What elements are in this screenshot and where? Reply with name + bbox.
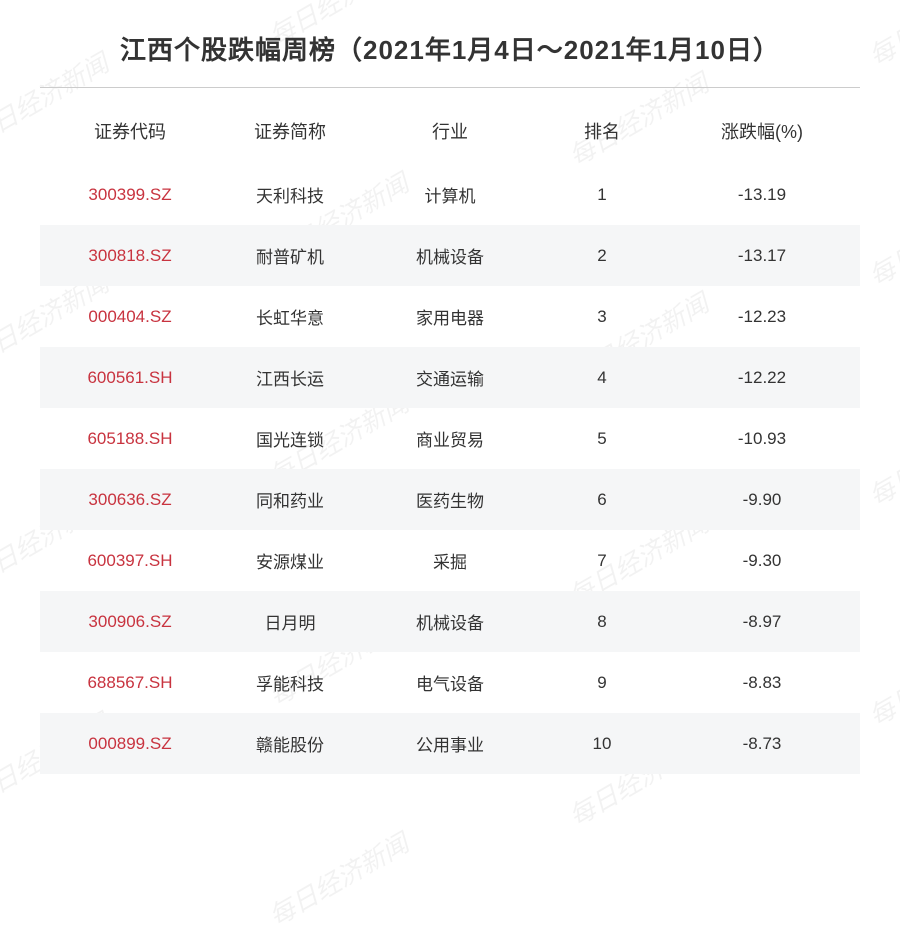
cell-name: 日月明 [210,609,370,634]
cell-change: -9.90 [674,490,850,510]
cell-rank: 10 [530,734,674,754]
header-name: 证券简称 [210,118,370,144]
cell-rank: 9 [530,673,674,693]
cell-change: -8.97 [674,612,850,632]
cell-industry: 公用事业 [370,731,530,756]
cell-change: -9.30 [674,551,850,571]
table-row: 600561.SH江西长运交通运输4-12.22 [40,347,860,408]
table-header-row: 证券代码 证券简称 行业 排名 涨跌幅(%) [40,98,860,164]
header-rank: 排名 [530,118,674,144]
cell-code: 300636.SZ [50,490,210,510]
table-body: 300399.SZ天利科技计算机1-13.19300818.SZ耐普矿机机械设备… [40,164,860,774]
cell-name: 安源煤业 [210,548,370,573]
table-row: 300906.SZ日月明机械设备8-8.97 [40,591,860,652]
table-row: 000899.SZ赣能股份公用事业10-8.73 [40,713,860,774]
table-row: 600397.SH安源煤业采掘7-9.30 [40,530,860,591]
cell-name: 耐普矿机 [210,243,370,268]
cell-industry: 家用电器 [370,304,530,329]
cell-rank: 1 [530,185,674,205]
cell-industry: 计算机 [370,182,530,207]
header-change: 涨跌幅(%) [674,118,850,144]
cell-rank: 4 [530,368,674,388]
cell-industry: 交通运输 [370,365,530,390]
watermark-text: 每日经济新闻 [261,823,415,933]
cell-rank: 8 [530,612,674,632]
cell-code: 000899.SZ [50,734,210,754]
cell-change: -12.23 [674,307,850,327]
cell-rank: 6 [530,490,674,510]
table-row: 300399.SZ天利科技计算机1-13.19 [40,164,860,225]
table-row: 300636.SZ同和药业医药生物6-9.90 [40,469,860,530]
cell-industry: 电气设备 [370,670,530,695]
cell-code: 000404.SZ [50,307,210,327]
cell-code: 605188.SH [50,429,210,449]
cell-name: 江西长运 [210,365,370,390]
cell-rank: 3 [530,307,674,327]
cell-industry: 机械设备 [370,609,530,634]
cell-name: 天利科技 [210,182,370,207]
cell-change: -10.93 [674,429,850,449]
cell-rank: 5 [530,429,674,449]
table-row: 000404.SZ长虹华意家用电器3-12.23 [40,286,860,347]
cell-name: 国光连锁 [210,426,370,451]
cell-change: -13.19 [674,185,850,205]
cell-change: -8.83 [674,673,850,693]
cell-name: 同和药业 [210,487,370,512]
header-code: 证券代码 [50,118,210,144]
cell-name: 孚能科技 [210,670,370,695]
cell-industry: 商业贸易 [370,426,530,451]
page-title: 江西个股跌幅周榜（2021年1月4日～2021年1月10日） [40,30,860,88]
cell-code: 688567.SH [50,673,210,693]
table-row: 605188.SH国光连锁商业贸易5-10.93 [40,408,860,469]
cell-change: -13.17 [674,246,850,266]
cell-name: 赣能股份 [210,731,370,756]
cell-change: -8.73 [674,734,850,754]
cell-code: 600561.SH [50,368,210,388]
cell-rank: 2 [530,246,674,266]
main-container: 江西个股跌幅周榜（2021年1月4日～2021年1月10日） 证券代码 证券简称… [0,0,900,804]
cell-code: 300906.SZ [50,612,210,632]
header-industry: 行业 [370,118,530,144]
cell-change: -12.22 [674,368,850,388]
cell-code: 300399.SZ [50,185,210,205]
cell-industry: 医药生物 [370,487,530,512]
table-row: 300818.SZ耐普矿机机械设备2-13.17 [40,225,860,286]
table-row: 688567.SH孚能科技电气设备9-8.83 [40,652,860,713]
cell-name: 长虹华意 [210,304,370,329]
cell-industry: 采掘 [370,548,530,573]
cell-rank: 7 [530,551,674,571]
cell-industry: 机械设备 [370,243,530,268]
cell-code: 600397.SH [50,551,210,571]
stock-table: 证券代码 证券简称 行业 排名 涨跌幅(%) 300399.SZ天利科技计算机1… [40,98,860,774]
cell-code: 300818.SZ [50,246,210,266]
